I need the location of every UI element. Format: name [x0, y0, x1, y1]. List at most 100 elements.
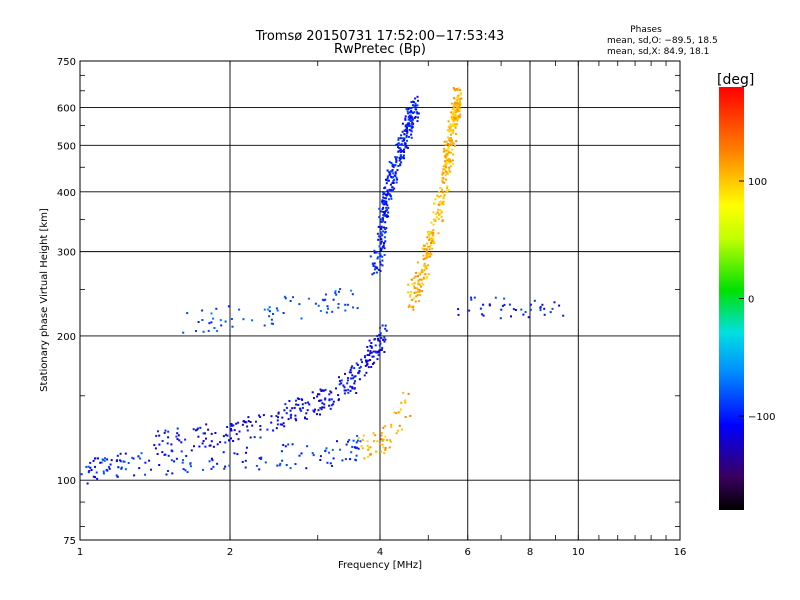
data-point	[439, 209, 442, 212]
data-point	[80, 473, 83, 476]
data-point	[406, 132, 409, 135]
data-point	[527, 316, 530, 319]
data-point	[407, 123, 410, 126]
data-point	[392, 172, 395, 175]
data-point	[88, 470, 91, 472]
data-point	[291, 407, 294, 410]
data-point	[384, 327, 387, 330]
data-point	[319, 459, 322, 461]
x-tick-label: 10	[572, 547, 585, 558]
data-point	[378, 245, 381, 248]
data-point	[442, 150, 445, 153]
data-point	[351, 293, 354, 296]
data-point	[379, 270, 382, 272]
data-point	[377, 337, 379, 340]
data-point	[447, 125, 450, 128]
data-point	[409, 114, 412, 117]
data-point	[276, 464, 279, 467]
data-point	[454, 117, 457, 120]
data-point	[366, 444, 369, 447]
data-point	[210, 467, 213, 470]
data-point	[350, 377, 353, 380]
data-point	[277, 416, 279, 419]
data-point	[450, 111, 453, 114]
data-point	[448, 158, 451, 161]
data-point	[383, 226, 385, 229]
data-point	[381, 439, 384, 442]
data-point	[432, 211, 435, 214]
data-point	[386, 179, 389, 182]
data-point	[282, 312, 285, 314]
x-tick-label: 8	[527, 547, 533, 558]
data-point	[442, 165, 445, 168]
data-point	[423, 248, 426, 251]
data-point	[442, 168, 445, 171]
data-point	[407, 112, 409, 115]
phases-title: Phases	[630, 25, 662, 35]
data-point	[379, 334, 382, 337]
data-point	[305, 412, 308, 415]
data-point	[380, 240, 383, 243]
data-point	[422, 258, 425, 261]
data-point	[332, 400, 335, 403]
data-point	[421, 290, 424, 293]
data-point	[348, 439, 351, 441]
data-point	[417, 261, 419, 264]
data-point	[397, 137, 400, 140]
y-axis: 75 100 200 300 400 500 600 750	[57, 57, 680, 547]
data-point	[380, 228, 383, 231]
data-point	[429, 252, 432, 254]
data-point	[512, 308, 515, 311]
data-point	[445, 163, 448, 166]
data-point	[416, 111, 419, 114]
data-point	[330, 391, 333, 394]
data-point	[405, 108, 408, 111]
data-point	[259, 428, 262, 431]
data-point	[382, 438, 385, 441]
data-point	[400, 150, 402, 153]
data-point	[421, 247, 424, 250]
data-point	[378, 216, 381, 219]
data-point	[381, 202, 384, 205]
data-point	[319, 388, 322, 391]
data-point	[450, 115, 453, 118]
data-point	[437, 208, 440, 211]
data-point	[408, 304, 411, 307]
data-point	[393, 178, 396, 181]
data-point	[456, 101, 459, 104]
data-point	[226, 434, 229, 437]
data-point	[144, 461, 147, 464]
data-point	[500, 308, 503, 311]
data-point	[459, 93, 462, 96]
data-point	[338, 290, 340, 293]
data-point	[384, 240, 387, 243]
data-point	[350, 289, 353, 292]
data-point	[405, 146, 408, 149]
data-point	[87, 465, 90, 468]
data-point	[359, 365, 362, 368]
data-point	[312, 454, 315, 457]
data-point	[377, 256, 379, 259]
data-point	[171, 472, 174, 475]
data-point	[397, 429, 399, 432]
data-point	[375, 450, 378, 453]
data-point	[350, 366, 353, 369]
data-point	[393, 411, 396, 414]
data-point	[381, 245, 384, 248]
data-point	[243, 420, 246, 423]
data-point	[375, 351, 378, 354]
data-point	[445, 153, 448, 156]
data-point	[388, 171, 391, 174]
data-point	[283, 295, 286, 298]
data-point	[349, 369, 352, 371]
data-point	[445, 178, 448, 181]
data-point	[428, 237, 431, 240]
data-point	[481, 313, 484, 316]
data-point	[428, 248, 431, 251]
data-point	[158, 443, 161, 446]
data-point	[494, 296, 497, 299]
data-point	[176, 427, 179, 430]
data-point	[499, 317, 502, 320]
data-point	[213, 327, 216, 329]
data-point	[227, 305, 230, 308]
